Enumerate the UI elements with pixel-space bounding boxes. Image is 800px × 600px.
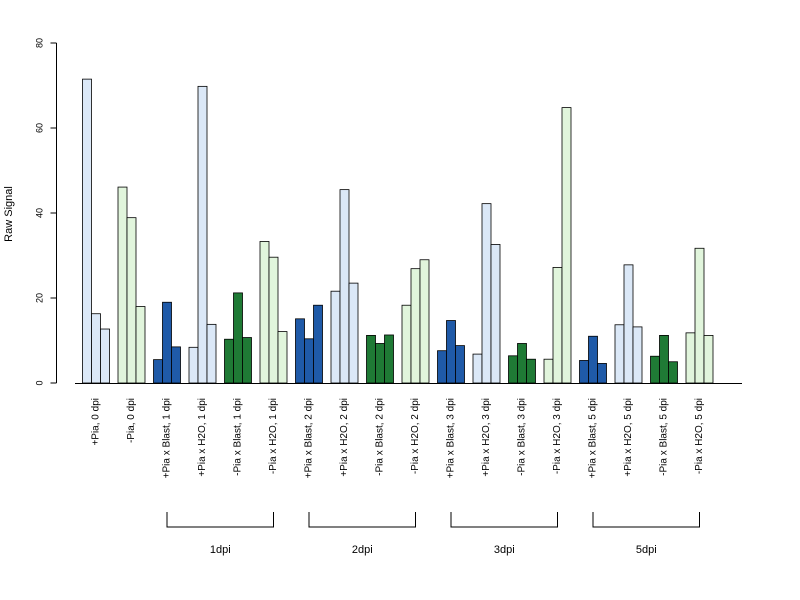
y-axis-label: Raw Signal — [3, 186, 15, 242]
bar — [171, 346, 181, 384]
bar — [410, 268, 421, 384]
bar — [259, 241, 270, 384]
bar — [526, 358, 536, 384]
bar — [348, 282, 359, 384]
x-tick-label: +Pia x Blast, 3 dpi — [446, 398, 457, 478]
bar — [233, 292, 243, 384]
x-tick-label: -Pia x H2O, 5 dpi — [694, 398, 705, 474]
x-tick-label: -Pia, 0 dpi — [126, 398, 137, 443]
bar — [517, 343, 527, 384]
timepoint-bracket — [166, 512, 274, 528]
timepoint-brackets: 1dpi 2dpi 3dpi 5dpi — [166, 512, 700, 556]
timepoint-label: 5dpi — [636, 544, 657, 556]
timepoint-bracket — [450, 512, 558, 528]
bar — [339, 189, 350, 384]
bar — [623, 264, 634, 384]
bar — [490, 244, 501, 384]
x-tick-label: +Pia x Blast, 1 dpi — [162, 398, 173, 478]
bar — [91, 313, 101, 384]
bar — [614, 324, 625, 384]
x-tick-label: -Pia x H2O, 2 dpi — [410, 398, 421, 474]
bar — [543, 358, 554, 384]
bar — [206, 323, 217, 384]
bar — [295, 318, 305, 384]
bar — [632, 326, 643, 384]
bar — [313, 304, 323, 384]
bar — [472, 353, 483, 384]
bar — [242, 337, 252, 384]
x-tick-label: +Pia, 0 dpi — [91, 398, 102, 446]
x-tick-label: +Pia x H2O, 2 dpi — [339, 398, 350, 477]
bar — [82, 78, 92, 384]
bar — [384, 334, 394, 384]
y-tick-label: 60 — [34, 123, 44, 133]
x-tick-label: +Pia x Blast, 2 dpi — [304, 398, 315, 478]
x-tick-label: -Pia x Blast, 5 dpi — [659, 398, 670, 476]
bar — [224, 338, 234, 384]
bar — [135, 306, 146, 384]
bar — [481, 203, 492, 384]
bar — [100, 328, 110, 384]
timepoint-bracket — [308, 512, 416, 528]
bar — [588, 335, 598, 384]
y-tick-label: 0 — [34, 380, 44, 385]
bar — [659, 334, 669, 384]
bar — [508, 355, 518, 384]
bar — [117, 186, 128, 384]
x-tick-label: -Pia x Blast, 2 dpi — [375, 398, 386, 476]
bar — [694, 247, 705, 384]
x-tick-label: -Pia x H2O, 1 dpi — [268, 398, 279, 474]
bar — [268, 256, 279, 384]
bar — [668, 361, 678, 384]
x-tick-label: +Pia x H2O, 1 dpi — [197, 398, 208, 477]
bar — [197, 85, 208, 384]
bar — [579, 360, 589, 384]
bar — [277, 331, 288, 384]
bar — [685, 332, 696, 384]
bar — [366, 334, 376, 384]
bar — [703, 334, 714, 384]
y-tick-label: 20 — [34, 293, 44, 303]
x-tick-label: +Pia x H2O, 3 dpi — [481, 398, 492, 477]
x-tick-label: -Pia x H2O, 3 dpi — [552, 398, 563, 474]
bar — [401, 304, 412, 384]
bar — [304, 338, 314, 384]
x-tick-label: +Pia x Blast, 5 dpi — [588, 398, 599, 478]
bar — [597, 363, 607, 384]
x-tick-labels: +Pia, 0 dpi -Pia, 0 dpi +Pia x Blast, 1 dp… — [91, 398, 706, 478]
bar — [650, 355, 660, 384]
bar — [126, 217, 137, 384]
bar — [330, 290, 341, 384]
bar — [188, 346, 199, 384]
timepoint-label: 2dpi — [352, 544, 373, 556]
bar — [561, 107, 572, 384]
y-tick-label: 80 — [34, 38, 44, 48]
x-tick-label: +Pia x H2O, 5 dpi — [623, 398, 634, 477]
bar — [162, 301, 172, 384]
bar — [437, 350, 447, 384]
x-tick-label: -Pia x Blast, 1 dpi — [233, 398, 244, 476]
bar — [455, 345, 465, 384]
x-tick-label: -Pia x Blast, 3 dpi — [517, 398, 528, 476]
y-tick-label: 40 — [34, 208, 44, 218]
bar — [153, 359, 163, 384]
timepoint-label: 1dpi — [210, 544, 231, 556]
timepoint-bracket — [592, 512, 700, 528]
bar — [375, 343, 385, 384]
bar — [552, 266, 563, 384]
timepoint-label: 3dpi — [494, 544, 515, 556]
bar — [419, 259, 430, 384]
bar — [446, 320, 456, 384]
bars — [82, 78, 714, 384]
y-axis: 0 20 40 60 80 — [34, 38, 57, 386]
